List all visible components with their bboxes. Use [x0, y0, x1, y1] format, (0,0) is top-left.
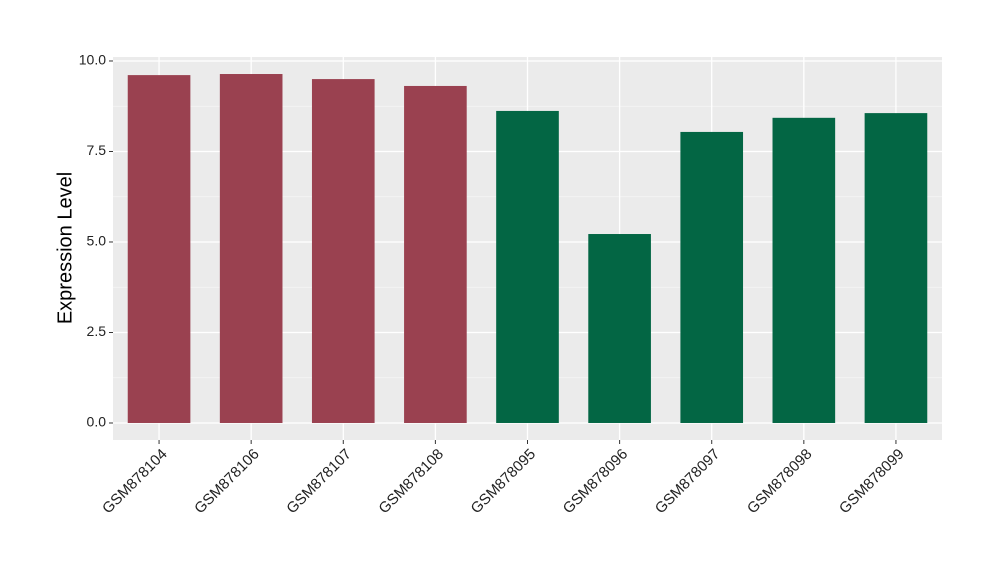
bar — [127, 75, 191, 423]
bar — [496, 110, 559, 423]
x-tick-label: GSM878096 — [560, 446, 632, 518]
bar — [864, 113, 928, 423]
bar — [680, 131, 744, 423]
bar — [311, 79, 375, 423]
x-tick-label: GSM878104 — [99, 446, 171, 518]
y-tick-label: 5.0 — [87, 233, 107, 249]
bar — [219, 74, 283, 423]
bar — [404, 85, 467, 423]
x-tick-label: GSM878107 — [283, 446, 355, 518]
y-tick-label: 10.0 — [79, 52, 106, 68]
y-tick-label: 2.5 — [87, 323, 107, 339]
x-tick-label: GSM878098 — [744, 446, 816, 518]
y-tick-label: 0.0 — [87, 414, 107, 430]
x-tick-label: GSM878099 — [836, 446, 908, 518]
x-tick-label: GSM878108 — [375, 446, 447, 518]
y-tick-label: 7.5 — [87, 142, 107, 158]
x-tick-label: GSM878095 — [468, 446, 540, 518]
x-tick-label: GSM878106 — [191, 446, 263, 518]
bar — [588, 234, 651, 423]
bar — [772, 117, 836, 423]
y-axis-title: Expression Level — [54, 172, 76, 324]
x-tick-label: GSM878097 — [652, 446, 724, 518]
